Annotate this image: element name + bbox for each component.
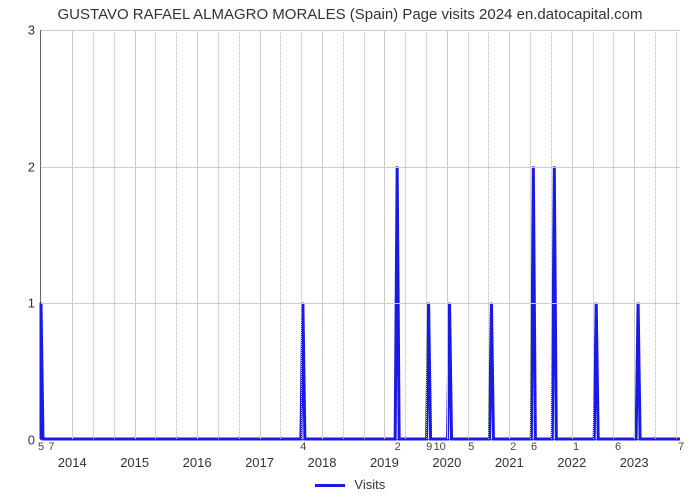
y-tick-label: 1 [28,296,41,311]
grid-line-v [322,30,323,439]
x-tick-small: 10 [434,439,446,453]
grid-line-v [509,30,510,439]
grid-line-h [41,303,680,304]
x-year-label: 2018 [308,439,337,470]
grid-minor-v [114,30,115,439]
grid-minor-v [551,30,552,439]
x-tick-small: 5 [468,439,474,453]
grid-minor-v [343,30,344,439]
x-tick-small: 4 [300,439,306,453]
grid-line-h [41,30,680,31]
grid-minor-v [593,30,594,439]
x-year-label: 2016 [183,439,212,470]
x-tick-small: 6 [531,439,537,453]
grid-minor-v [426,30,427,439]
grid-line-v [197,30,198,439]
grid-minor-v [405,30,406,439]
x-year-label: 2023 [620,439,649,470]
y-tick-label: 3 [28,23,41,38]
x-year-label: 2015 [120,439,149,470]
chart-title: GUSTAVO RAFAEL ALMAGRO MORALES (Spain) P… [0,6,700,23]
grid-minor-v [488,30,489,439]
legend-swatch [315,484,345,487]
grid-minor-v [155,30,156,439]
grid-line-v [447,30,448,439]
visits-chart: GUSTAVO RAFAEL ALMAGRO MORALES (Spain) P… [0,0,700,500]
grid-line-h [41,167,680,168]
x-year-label: 2014 [58,439,87,470]
grid-minor-v [613,30,614,439]
grid-line-v [384,30,385,439]
x-tick-small: 5 [38,439,44,453]
line-series [41,30,680,439]
x-tick-small: 7 [48,439,54,453]
grid-minor-v [301,30,302,439]
x-tick-small: 6 [615,439,621,453]
grid-minor-v [468,30,469,439]
grid-minor-v [93,30,94,439]
grid-minor-v [239,30,240,439]
legend: Visits [0,477,700,492]
grid-line-v [634,30,635,439]
x-tick-small: 2 [395,439,401,453]
x-year-label: 2022 [557,439,586,470]
grid-line-v [135,30,136,439]
x-tick-small: 7 [678,439,684,453]
legend-label: Visits [354,477,385,492]
grid-minor-v [176,30,177,439]
x-tick-small: 1 [573,439,579,453]
grid-minor-v [218,30,219,439]
x-tick-small: 2 [510,439,516,453]
grid-minor-v [280,30,281,439]
grid-line-v [260,30,261,439]
grid-minor-v [530,30,531,439]
plot-area: 0123201420152016201720182019202020212022… [40,30,680,440]
grid-minor-v [676,30,677,439]
y-tick-label: 2 [28,159,41,174]
grid-line-v [72,30,73,439]
grid-line-v [572,30,573,439]
grid-minor-v [364,30,365,439]
x-tick-small: 9 [426,439,432,453]
x-year-label: 2017 [245,439,274,470]
grid-minor-v [655,30,656,439]
